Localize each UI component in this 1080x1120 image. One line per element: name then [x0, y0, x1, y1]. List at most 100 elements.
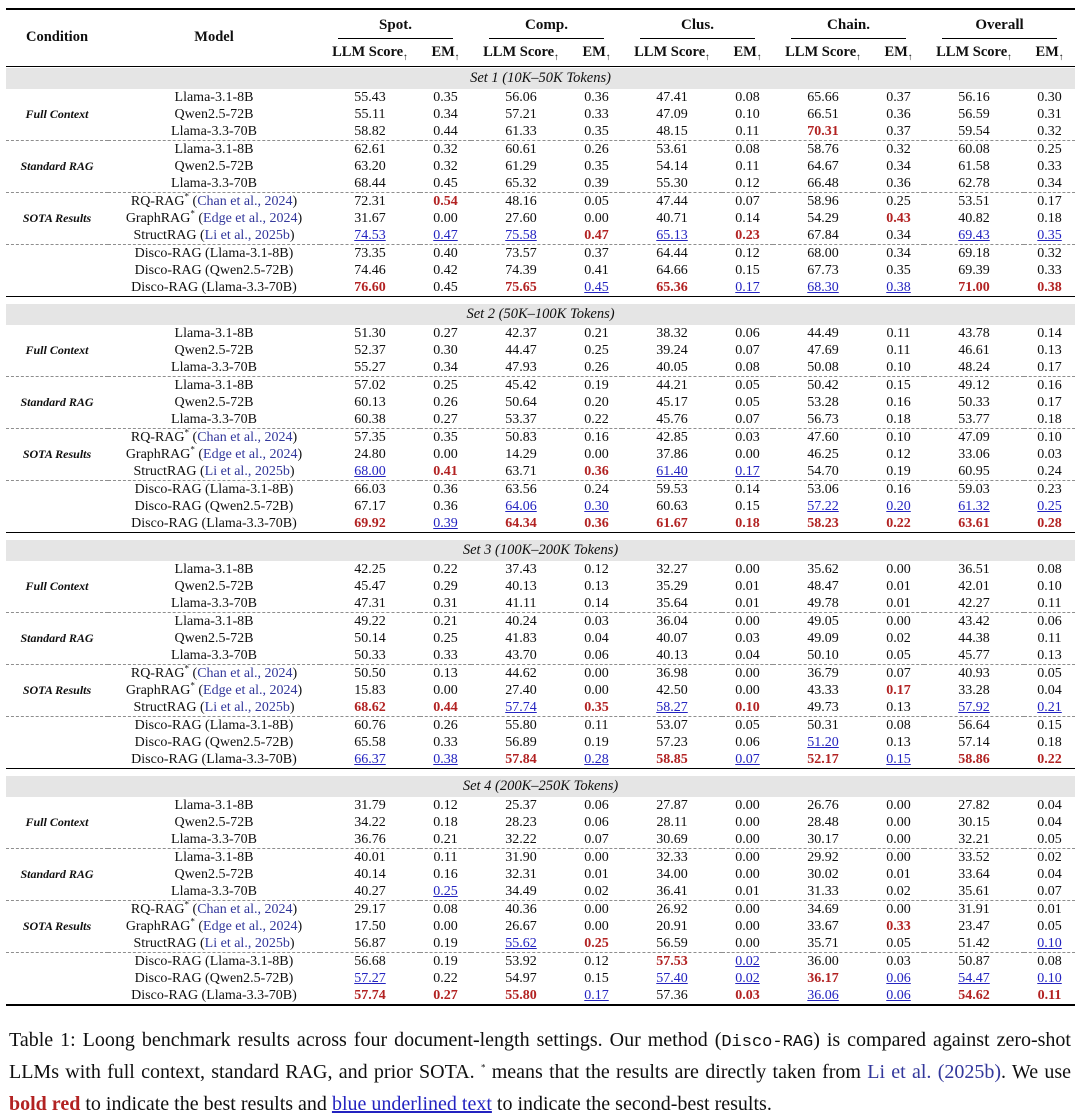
llm-score-cell: 37.86 [656, 447, 688, 462]
model-cell: Disco-RAG (Llama-3.3-70B) [131, 516, 297, 531]
citation-link[interactable]: Chan et al., 2024 [197, 902, 293, 917]
citation-link[interactable]: Edge et al., 2024 [203, 447, 298, 462]
em-cell: 0.00 [735, 614, 760, 629]
set-spacer [6, 769, 1075, 776]
citation-link[interactable]: Li et al., 2025b [204, 700, 290, 715]
llm-score-cell: 42.25 [354, 562, 386, 577]
em-cell: 0.13 [1037, 648, 1062, 663]
caption-citation-link[interactable]: Li et al. (2025b) [867, 1061, 1002, 1084]
em-cell: 0.00 [433, 211, 458, 226]
em-cell: 0.03 [735, 631, 760, 646]
em-cell: 0.26 [433, 395, 458, 410]
llm-score-cell: 50.10 [807, 648, 839, 663]
up-arrow-icon: ↑ [454, 52, 460, 63]
em-cell: 0.15 [735, 263, 760, 278]
model-cell: Qwen2.5-72B [174, 343, 254, 358]
model-cell: Disco-RAG (Llama-3.1-8B) [134, 718, 294, 733]
em-cell: 0.16 [886, 482, 911, 497]
model-cell: RQ-RAG* (Chan et al., 2024) [130, 193, 298, 209]
citation-link[interactable]: Edge et al., 2024 [203, 919, 298, 934]
citation-link[interactable]: Edge et al., 2024 [203, 683, 298, 698]
dashed-divider [6, 612, 1076, 613]
table-row: Qwen2.5-72B 50.14 0.25 41.83 0.04 40.07 0.03 49… [6, 630, 1075, 647]
llm-score-cell: 75.58 [505, 228, 537, 243]
em-cell: 0.11 [735, 124, 760, 139]
em-cell: 0.33 [433, 648, 458, 663]
model-cell: Llama-3.1-8B [174, 90, 254, 105]
model-cell: Qwen2.5-72B [174, 395, 254, 410]
model-cell: Llama-3.3-70B [171, 648, 257, 663]
set-band: Set 2 (50K–100K Tokens) [6, 304, 1076, 325]
em-cell: 0.11 [1037, 596, 1062, 611]
em-cell: 0.25 [584, 343, 609, 358]
dashed-divider [6, 664, 1076, 665]
dashed-divider [6, 428, 1076, 429]
model-cell: RQ-RAG* (Chan et al., 2024) [130, 901, 298, 917]
header-metric-row: LLM Score↑ EM↑ LLM Score↑ EM↑ LLM Score↑ EM↑ L… [6, 39, 1076, 67]
llm-score-cell: 34.22 [354, 815, 386, 830]
table-row: Disco-RAG (Llama-3.3-70B) 57.74 0.27 55.80 0… [6, 987, 1075, 1005]
em-cell: 0.12 [886, 447, 911, 462]
em-cell: 0.06 [584, 798, 609, 813]
citation-link[interactable]: Edge et al., 2024 [203, 211, 298, 226]
dashed-divider [6, 140, 1076, 141]
llm-score-cell: 44.21 [656, 378, 688, 393]
llm-score-cell: 41.83 [505, 631, 537, 646]
llm-score-cell: 57.02 [354, 378, 386, 393]
citation-link[interactable]: Li et al., 2025b [204, 228, 290, 243]
em-cell: 0.07 [735, 752, 760, 767]
group-header: Chain. [773, 9, 924, 39]
set-band: Set 4 (200K–250K Tokens) [6, 776, 1076, 797]
llm-score-cell: 40.36 [505, 902, 537, 917]
llm-score-cell: 69.92 [354, 516, 386, 531]
em-cell: 0.12 [433, 798, 458, 813]
dashed-divider [6, 244, 1076, 245]
em-cell: 0.07 [584, 832, 609, 847]
citation-link[interactable]: Chan et al., 2024 [197, 430, 293, 445]
llm-score-cell: 62.78 [958, 176, 990, 191]
em-cell: 0.03 [735, 988, 760, 1003]
llm-score-cell: 36.00 [807, 954, 839, 969]
llm-score-cell: 60.61 [505, 142, 537, 157]
em-cell: 0.16 [1037, 378, 1062, 393]
llm-score-cell: 57.27 [354, 971, 386, 986]
llm-score-cell: 49.22 [354, 614, 386, 629]
llm-score-cell: 53.07 [656, 718, 688, 733]
em-cell: 0.05 [886, 936, 911, 951]
em-cell: 0.12 [584, 562, 609, 577]
llm-score-cell: 56.87 [354, 936, 386, 951]
llm-score-cell: 57.14 [958, 735, 990, 750]
em-cell: 0.14 [735, 211, 760, 226]
llm-score-cell: 67.73 [807, 263, 839, 278]
em-cell: 0.15 [886, 378, 911, 393]
em-cell: 0.05 [735, 718, 760, 733]
dashed-divider [6, 848, 1076, 849]
em-cell: 0.32 [433, 159, 458, 174]
llm-score-cell: 60.63 [656, 499, 688, 514]
set-rule [6, 1004, 1076, 1007]
llm-score-cell: 48.16 [505, 194, 537, 209]
llm-score-cell: 63.71 [505, 464, 537, 479]
citation-link[interactable]: Li et al., 2025b [204, 936, 290, 951]
em-cell: 0.11 [584, 718, 609, 733]
llm-score-cell: 38.32 [656, 326, 688, 341]
em-cell: 0.10 [886, 360, 911, 375]
em-cell: 0.19 [886, 464, 911, 479]
llm-score-cell: 42.01 [958, 579, 990, 594]
em-cell: 0.13 [886, 700, 911, 715]
em-cell: 0.35 [584, 159, 609, 174]
llm-score-cell: 58.23 [807, 516, 839, 531]
model-cell: Disco-RAG (Qwen2.5-72B) [134, 971, 294, 986]
llm-score-cell: 47.41 [656, 90, 688, 105]
em-cell: 0.00 [735, 666, 760, 681]
dashed-divider [6, 244, 1076, 245]
model-cell: Llama-3.3-70B [171, 124, 257, 139]
set-rule [6, 296, 1076, 297]
citation-link[interactable]: Li et al., 2025b [204, 464, 290, 479]
em-cell: 0.18 [1037, 735, 1062, 750]
llm-score-cell: 74.46 [354, 263, 386, 278]
citation-link[interactable]: Chan et al., 2024 [197, 666, 293, 681]
citation-link[interactable]: Chan et al., 2024 [197, 194, 293, 209]
llm-score-cell: 65.13 [656, 228, 688, 243]
em-cell: 0.13 [1037, 343, 1062, 358]
